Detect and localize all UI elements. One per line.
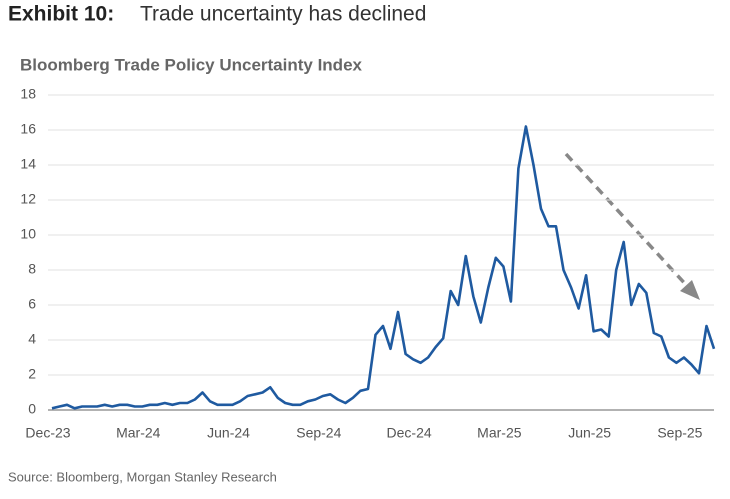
x-tick-label: Dec-23: [25, 425, 70, 441]
x-tick-label: Sep-24: [296, 425, 341, 441]
y-tick-label: 16: [20, 121, 36, 137]
x-tick-label: Jun-24: [207, 425, 250, 441]
y-tick-label: 12: [20, 191, 36, 207]
y-tick-label: 10: [20, 226, 36, 242]
y-tick-label: 4: [28, 331, 36, 347]
chart-title: Bloomberg Trade Policy Uncertainty Index: [20, 55, 363, 74]
exhibit-label: Exhibit 10:: [8, 3, 114, 26]
trend-arrow: [564, 152, 700, 300]
y-tick-label: 18: [20, 86, 36, 102]
x-tick-label: Jun-25: [568, 425, 611, 441]
y-tick-label: 0: [28, 401, 36, 417]
x-tick-label: Sep-25: [657, 425, 702, 441]
y-tick-label: 6: [28, 296, 36, 312]
x-tick-label: Mar-25: [477, 425, 522, 441]
data-line: [51, 125, 716, 410]
x-tick-label: Mar-24: [116, 425, 161, 441]
y-tick-label: 14: [20, 156, 36, 172]
arrow-shaft: [564, 152, 690, 289]
y-tick-label: 2: [28, 366, 36, 382]
headline: Trade uncertainty has declined: [140, 3, 426, 26]
source: Source: Bloomberg, Morgan Stanley Resear…: [8, 469, 277, 484]
y-tick-label: 8: [28, 261, 36, 277]
arrow-head: [680, 280, 700, 300]
x-tick-label: Dec-24: [387, 425, 432, 441]
